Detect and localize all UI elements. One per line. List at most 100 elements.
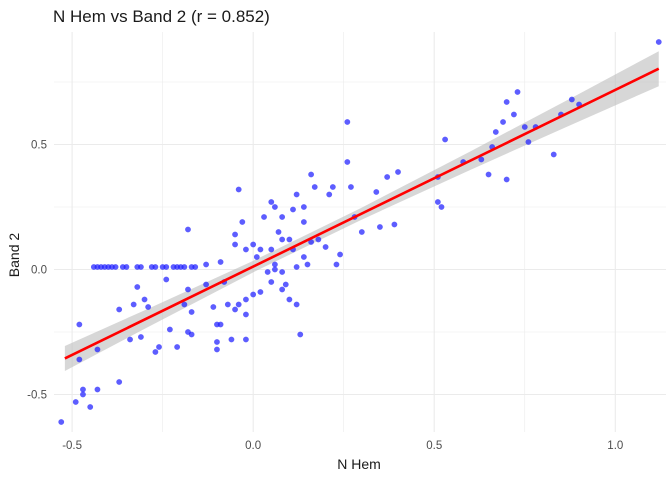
confidence-band-layer <box>64 51 659 371</box>
scatter-point <box>203 281 209 288</box>
data-points <box>58 39 662 425</box>
scatter-point <box>166 326 173 333</box>
scatter-point <box>655 39 662 45</box>
scatter-point <box>232 306 238 313</box>
scatter-point <box>503 99 510 105</box>
scatter-point <box>492 129 499 135</box>
scatter-point <box>300 254 307 260</box>
scatter-point <box>214 339 220 345</box>
scatter-point <box>80 391 86 398</box>
scatter-point <box>279 286 286 293</box>
scatter-point <box>344 119 351 125</box>
scatter-point <box>521 124 528 130</box>
scatter-point <box>257 289 264 295</box>
scatter-point <box>500 119 506 125</box>
scatter-point <box>311 184 318 190</box>
scatter-point <box>300 219 307 225</box>
scatter-point <box>293 301 300 308</box>
scatter-point <box>188 331 195 338</box>
scatter-point <box>297 331 304 338</box>
scatter-point <box>264 269 271 275</box>
scatter-point <box>243 311 249 318</box>
scatter-point <box>282 281 289 288</box>
scatter-point <box>377 224 383 230</box>
scatter-point <box>333 261 340 268</box>
scatter-point <box>293 264 300 270</box>
scatter-point <box>275 229 282 235</box>
y-tick-label: 0.5 <box>31 140 47 152</box>
scatter-point <box>134 284 141 290</box>
x-tick-label: 0.0 <box>245 440 261 452</box>
scatter-point <box>235 186 242 193</box>
scatter-point <box>116 306 123 313</box>
scatter-point <box>286 236 293 243</box>
scatter-point <box>163 264 170 270</box>
scatter-point <box>163 276 170 283</box>
scatter-point <box>268 199 275 205</box>
scatter-point <box>511 111 517 118</box>
scatter-point <box>210 304 217 310</box>
scatter-point <box>232 241 238 248</box>
scatter-point <box>279 269 286 275</box>
scatter-point <box>141 296 148 303</box>
scatter-point <box>80 386 86 393</box>
x-tick-label: -0.5 <box>62 440 82 452</box>
scatter-point <box>329 184 336 190</box>
scatter-point <box>76 321 83 328</box>
scatter-point <box>87 404 94 410</box>
scatter-point <box>300 204 307 210</box>
scatter-point <box>253 254 260 260</box>
scatter-point <box>185 226 191 233</box>
scatter-point <box>243 336 249 343</box>
scatter-point <box>76 356 83 363</box>
scatter-point <box>257 246 264 253</box>
scatter-point <box>503 176 510 183</box>
scatter-point <box>358 229 365 235</box>
scatter-point <box>279 214 286 220</box>
scatter-point <box>279 236 286 243</box>
scatter-point <box>268 279 275 285</box>
scatter-point <box>485 171 492 178</box>
scatter-point <box>127 336 133 343</box>
scatter-point <box>442 136 449 143</box>
scatter-point <box>344 159 351 165</box>
scatter-point <box>391 221 398 228</box>
scatter-point <box>250 241 257 248</box>
scatter-point <box>337 251 343 258</box>
scatter-point <box>217 321 224 328</box>
scatter-point <box>348 184 354 190</box>
scatter-point <box>514 89 521 95</box>
x-tick-label: 0.5 <box>426 440 442 452</box>
scatter-point <box>235 301 242 308</box>
scatter-point <box>112 264 119 270</box>
scatter-point <box>203 261 209 268</box>
scatter-point <box>152 349 159 355</box>
scatter-point <box>243 296 249 303</box>
scatter-point <box>373 189 380 195</box>
scatter-point <box>261 214 267 220</box>
scatter-point <box>550 151 557 158</box>
scatter-point <box>525 139 532 145</box>
chart-title: N Hem vs Band 2 (r = 0.852) <box>53 7 270 26</box>
y-tick-label: 0.0 <box>31 265 47 277</box>
scatter-point <box>188 309 195 315</box>
scatter-point <box>268 246 275 253</box>
scatter-point <box>315 236 322 243</box>
scatter-point <box>308 171 315 178</box>
scatter-point <box>156 344 162 350</box>
scatter-point <box>434 199 441 205</box>
scatter-point <box>286 296 293 303</box>
tick-labels: -0.5 0.0 0.5 1.0 -0.5 0.0 0.5 <box>27 140 623 453</box>
scatter-point <box>293 191 300 198</box>
scatter-point <box>116 379 123 385</box>
scatter-point <box>181 301 188 308</box>
scatter-point <box>138 334 144 340</box>
scatter-point <box>243 246 249 253</box>
scatter-point <box>271 266 278 273</box>
scatter-point <box>395 169 401 175</box>
scatter-point <box>72 399 79 405</box>
regression-line <box>64 67 660 360</box>
scatter-point <box>290 206 296 213</box>
